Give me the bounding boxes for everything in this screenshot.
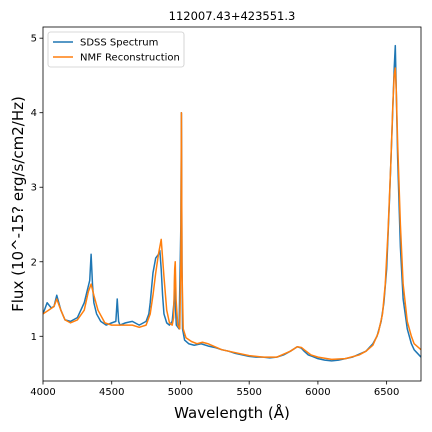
legend: SDSS Spectrum NMF Reconstruction (47, 31, 185, 68)
y-tick-label: 3 (31, 183, 37, 194)
legend-label: NMF Reconstruction (80, 53, 180, 64)
x-axis-label: Wavelength (Å) (174, 403, 290, 422)
y-tick-label: 5 (31, 34, 37, 45)
chart-title: 112007.43+423551.3 (169, 9, 296, 23)
y-axis-label: Flux (10^-15? erg/s/cm2/Hz) (9, 96, 27, 312)
legend-label: SDSS Spectrum (80, 38, 158, 49)
x-tick-label: 4500 (99, 387, 124, 398)
series-line-nmf-reconstruction (43, 67, 421, 361)
x-tick-label: 5000 (168, 387, 193, 398)
x-tick-label: 4000 (30, 387, 55, 398)
x-tick-label: 6500 (374, 387, 399, 398)
plot-frame (42, 26, 422, 382)
y-tick-label: 2 (31, 257, 37, 268)
x-tick-label: 6000 (305, 387, 330, 398)
y-tick-label: 1 (31, 332, 37, 343)
y-tick-label: 4 (31, 108, 37, 119)
x-tick-label: 5500 (236, 387, 261, 398)
